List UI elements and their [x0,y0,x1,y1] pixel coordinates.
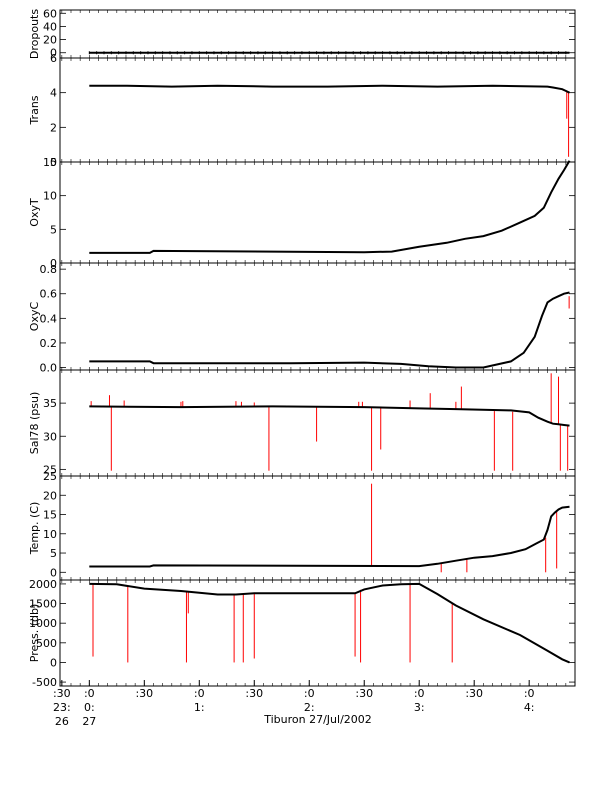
y-tick-label: 2 [50,121,57,134]
x-tick-label: 1: [194,701,205,714]
panel-oxyt: 0 5 10 15 OxyT [28,156,576,270]
y-tick-label: 0.8 [40,263,58,276]
y-tick-label: 35 [43,397,57,410]
panel-oxyc: 0.0 0.2 0.4 0.6 0.8 OxyC [28,262,576,375]
x-tick-label: :0 [304,687,315,700]
y-tick-label: 6 [50,52,57,65]
y-tick-label: 0 [50,47,57,60]
x-tick-label: :30 [135,687,153,700]
y-tick-label: 1500 [29,598,57,611]
x-tick-label: 0: [84,701,95,714]
panel-frame [59,579,576,687]
panel-press-db: -500 0 500 1000 1500 2000 Press. (db) [28,578,576,689]
x-tick-label: 26 [55,715,69,728]
x-tick-label: :30 [245,687,263,700]
y-axis-label: Dropouts [28,9,41,59]
x-tick-label: :0 [194,687,205,700]
y-tick-label: 10 [43,528,57,541]
y-axis-label: OxyC [28,302,41,332]
panel-trans: 0 2 4 6 Trans [28,52,576,169]
y-tick-label: 4 [50,87,57,100]
panel-frame [59,475,576,581]
y-tick-label: 60 [43,7,57,20]
x-tick-label: 3: [414,701,425,714]
y-tick-label: 30 [43,430,57,443]
panel-frame [59,369,576,477]
panels: 0204060Dropouts0246Trans051015OxyT0.00.2… [28,7,576,689]
y-axis-label: Press. (db) [28,604,41,663]
panel-frame [59,57,576,163]
footer-label: Tiburon 27/Jul/2002 [263,713,372,726]
series-line [89,582,570,664]
y-tick-label: 20 [43,489,57,502]
y-tick-label: 15 [43,509,57,522]
time-axis: :3023:26:00:27:30:01::30:02::30:03::30:0… [53,680,535,728]
y-tick-label: 0.6 [40,288,58,301]
x-tick-label: 4: [524,701,535,714]
y-axis-label: Trans [28,95,41,125]
y-tick-label: 0.0 [40,362,58,375]
x-tick-label: 23: [53,701,71,714]
y-tick-label: 5 [50,223,57,236]
y-tick-label: 0 [50,566,57,579]
y-tick-label: 5 [50,547,57,560]
x-tick-label: :0 [414,687,425,700]
y-tick-label: -500 [32,676,57,689]
y-tick-label: 500 [36,637,57,650]
series-line [89,84,570,94]
y-tick-label: 0.2 [40,337,58,350]
x-tick-label: :0 [84,687,95,700]
x-tick-label: 2: [304,701,315,714]
x-tick-label: :30 [355,687,373,700]
y-tick-label: 25 [43,470,57,483]
x-tick-label: 27 [82,715,96,728]
y-axis-label: OxyT [28,198,41,227]
y-tick-label: 15 [43,156,57,169]
panel-frame [59,161,576,264]
panel-frame [59,262,576,371]
series-line [89,160,571,254]
panel-frame [59,9,576,59]
y-tick-label: 0 [50,656,57,669]
y-tick-label: 10 [43,190,57,203]
y-tick-label: 40 [43,20,57,33]
y-tick-label: 0 [50,257,57,270]
y-tick-label: 20 [43,34,57,47]
x-tick-label: :30 [53,687,71,700]
y-axis-label: Temp. (C) [28,502,41,556]
y-axis-label: Sal78 (psu) [28,392,41,455]
y-tick-label: 0.4 [40,312,58,325]
series-line [89,405,570,427]
panel-temp-c: 0 5 10 15 20 25 Temp. (C) [28,470,576,581]
y-tick-label: 2000 [29,578,57,591]
series-line [89,505,570,568]
y-tick-label: 1000 [29,617,57,630]
y-tick-label: 25 [43,463,57,476]
x-tick-label: :0 [524,687,535,700]
y-tick-label: 0 [50,156,57,169]
x-tick-label: :30 [465,687,483,700]
series-line [89,291,570,369]
